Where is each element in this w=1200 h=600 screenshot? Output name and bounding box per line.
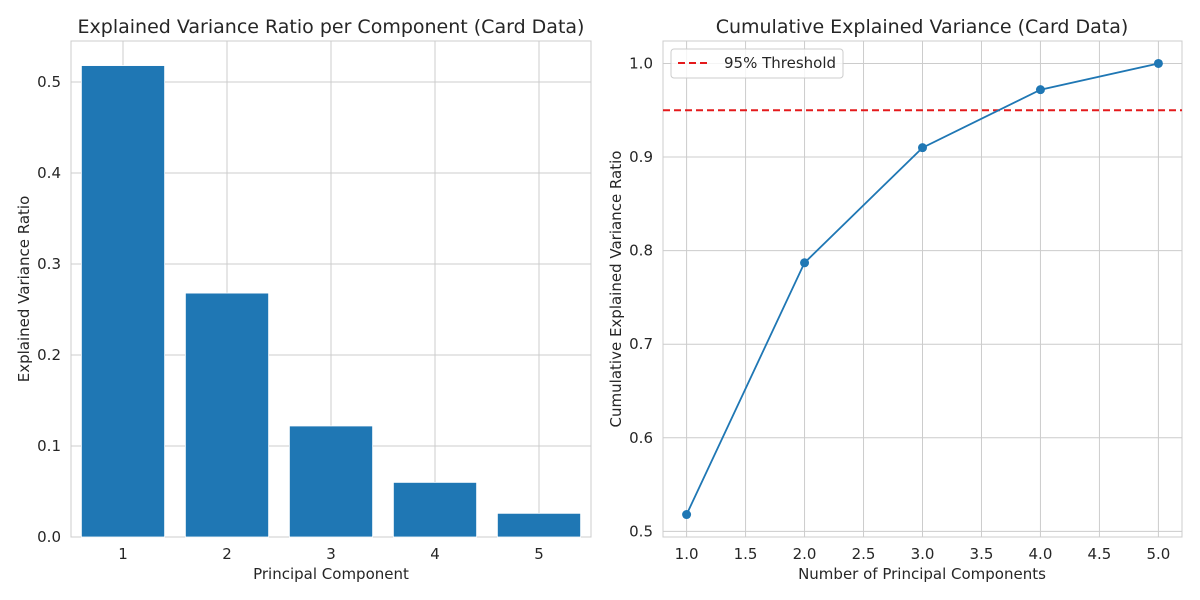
y-tick-label: 1.0 xyxy=(629,54,653,72)
bar-chart-bars xyxy=(81,65,581,538)
bar-chart-x-ticks: 1 2 3 4 5 xyxy=(118,545,544,563)
y-tick-label: 0.5 xyxy=(629,522,653,540)
data-point xyxy=(800,258,810,268)
x-tick-label: 4.5 xyxy=(1088,545,1112,563)
line-chart: 0.5 0.6 0.7 0.8 0.9 1.0 1.0 1.5 2.0 2.5 3.0 3.5 4.0… xyxy=(607,16,1183,583)
x-tick-label: 5 xyxy=(534,545,544,563)
data-point xyxy=(1035,85,1045,95)
y-tick-label: 0.2 xyxy=(37,346,61,364)
x-tick-label: 1 xyxy=(118,545,128,563)
bar xyxy=(392,481,477,538)
y-tick-label: 0.5 xyxy=(37,73,61,91)
data-point xyxy=(918,143,927,153)
data-point xyxy=(682,510,692,520)
line-chart-y-label: Cumulative Explained Variance Ratio xyxy=(607,151,625,428)
y-tick-label: 0.3 xyxy=(37,255,61,273)
x-tick-label: 2.5 xyxy=(852,545,876,563)
legend-box xyxy=(670,48,844,79)
y-tick-label: 0.6 xyxy=(629,429,653,447)
bar-chart-y-label: Explained Variance Ratio xyxy=(15,196,33,383)
y-tick-label: 0.1 xyxy=(37,437,61,455)
y-tick-label: 0.4 xyxy=(37,164,61,182)
x-tick-label: 5.0 xyxy=(1146,545,1170,563)
x-tick-label: 1.0 xyxy=(675,545,699,563)
bar xyxy=(81,65,165,538)
bar-chart: 0.0 0.1 0.2 0.3 0.4 0.5 1 2 3 4 5 Explained Varia… xyxy=(15,16,592,583)
y-tick-label: 0.8 xyxy=(629,242,653,260)
cumulative-variance-points xyxy=(682,58,1163,520)
legend-label: 95% Threshold xyxy=(724,54,836,72)
line-chart-gridlines xyxy=(663,41,1182,537)
x-tick-label: 4.0 xyxy=(1029,545,1053,563)
y-tick-label: 0.0 xyxy=(37,528,61,546)
line-chart-y-ticks: 0.5 0.6 0.7 0.8 0.9 1.0 xyxy=(629,54,653,540)
line-chart-frame xyxy=(662,40,1183,538)
bar xyxy=(496,512,581,538)
y-tick-label: 0.7 xyxy=(629,335,653,353)
data-point xyxy=(1153,58,1163,68)
x-tick-label: 3 xyxy=(326,545,336,563)
x-tick-label: 1.5 xyxy=(734,545,758,563)
line-chart-x-ticks: 1.0 1.5 2.0 2.5 3.0 3.5 4.0 4.5 5.0 xyxy=(675,545,1171,563)
bar-chart-title: Explained Variance Ratio per Component (… xyxy=(78,16,585,38)
x-tick-label: 3.5 xyxy=(970,545,994,563)
bar-chart-x-label: Principal Component xyxy=(253,565,409,583)
x-tick-label: 2.0 xyxy=(793,545,817,563)
line-chart-title: Cumulative Explained Variance (Card Data… xyxy=(716,16,1129,38)
legend: 95% Threshold xyxy=(670,48,844,79)
y-tick-label: 0.9 xyxy=(629,148,653,166)
bar xyxy=(288,425,373,538)
bar xyxy=(184,292,269,538)
bar-chart-y-ticks: 0.0 0.1 0.2 0.3 0.4 0.5 xyxy=(37,73,61,546)
line-chart-x-label: Number of Principal Components xyxy=(798,565,1046,583)
x-tick-label: 3.0 xyxy=(911,545,935,563)
x-tick-label: 2 xyxy=(222,545,232,563)
x-tick-label: 4 xyxy=(430,545,440,563)
